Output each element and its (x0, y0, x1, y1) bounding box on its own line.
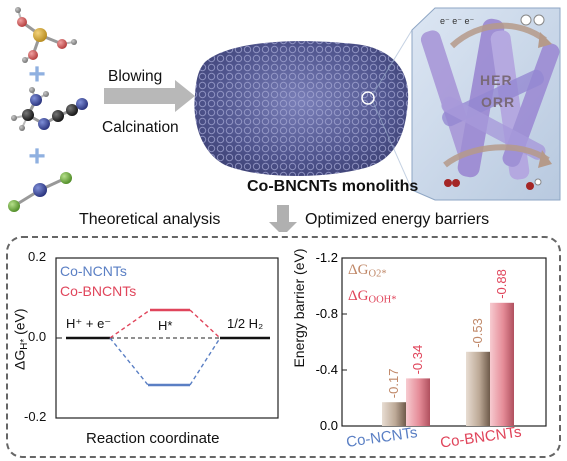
left-tick-1: 0.0 (28, 329, 47, 344)
left-tick-0: 0.2 (28, 249, 47, 264)
product-title: Co-BNCNTs monoliths (247, 178, 419, 195)
zoom-circle (361, 91, 375, 105)
orr-label: ORR (481, 94, 516, 110)
results-frame (6, 236, 561, 458)
bar-value-label: -0.34 (410, 345, 425, 375)
right-plot-frame (341, 257, 547, 427)
state-intermediate: H* (158, 318, 173, 333)
y-tick-label: -0.8 (316, 306, 338, 321)
legend-co-ncnts: Co-NCNTs (60, 263, 127, 279)
optimized-barriers-label: Optimized energy barriers (305, 211, 490, 228)
free-energy-diagram (55, 257, 279, 419)
energy-barrier-chart: -1.2 -0.8 -0.4 0.0 -0.17 -0.34 -0.53 -0.88 (316, 250, 547, 433)
calcination-label: Calcination (102, 119, 179, 136)
dicyandiamide-molecule (11, 87, 88, 131)
left-xlabel: Reaction coordinate (86, 430, 220, 447)
y-tick-label: -0.4 (316, 362, 338, 377)
bar-value-label: -0.88 (494, 269, 509, 299)
left-tick-2: -0.2 (24, 409, 47, 424)
right-ylabel: Energy barrier (eV) (291, 248, 307, 368)
svg-text:e⁻ e⁻ e⁻: e⁻ e⁻ e⁻ (440, 16, 475, 26)
bar-co-bncnts-ooh (490, 302, 514, 426)
boric-acid-molecule (15, 7, 77, 63)
synthesis-illustration: + + (8, 7, 561, 232)
cobalt-chloride-molecule (8, 172, 72, 212)
bar-co-bncnts-o2 (466, 351, 490, 426)
plus-icon-2: + (28, 140, 46, 173)
legend-co-bncnts: Co-BNCNTs (60, 283, 137, 299)
down-arrow (269, 205, 297, 232)
bar-value-label: -0.17 (386, 369, 401, 399)
process-arrow (104, 80, 195, 112)
her-label: HER (480, 72, 513, 88)
state-final: 1/2 H₂ (227, 316, 264, 331)
legend-o2: ΔGO2* (348, 262, 387, 280)
legend-ooh: ΔGOOH* (348, 288, 397, 306)
blowing-label: Blowing (108, 68, 163, 85)
plus-icon: + (28, 58, 46, 91)
state-initial: H⁺ + e⁻ (66, 316, 112, 331)
catalysis-inset: e⁻ e⁻ e⁻ (411, 7, 561, 201)
y-tick-label: -1.2 (316, 250, 338, 265)
bar-co-ncnts-ooh (406, 378, 430, 426)
bar-value-label: -0.53 (470, 318, 485, 348)
left-ylabel: ΔGH* (eV) (11, 308, 30, 370)
bar-co-ncnts-o2 (382, 402, 406, 426)
y-tick-label: 0.0 (320, 418, 338, 433)
theoretical-analysis-label: Theoretical analysis (79, 211, 221, 228)
monolith-image (194, 29, 413, 191)
